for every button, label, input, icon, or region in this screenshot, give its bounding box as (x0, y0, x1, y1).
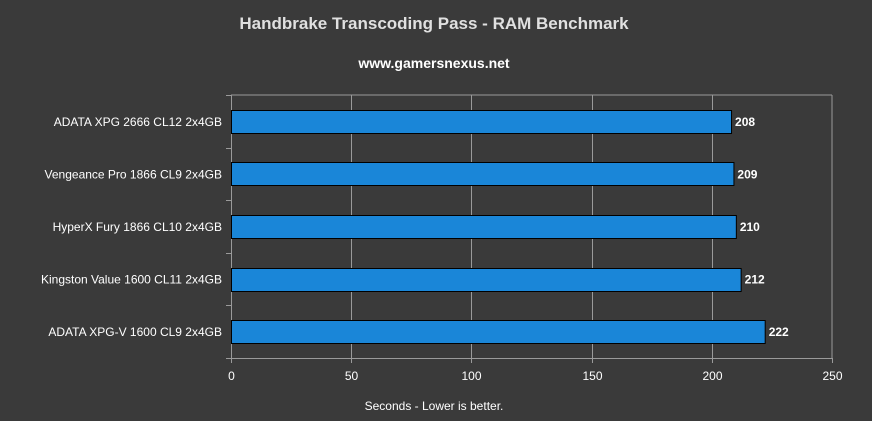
bar-value-label: 209 (737, 167, 757, 181)
bar-value-label: 208 (735, 115, 755, 129)
x-tick-label: 0 (228, 369, 235, 383)
x-tick-label: 200 (702, 369, 722, 383)
category-label: Vengeance Pro 1866 CL9 2x4GB (45, 167, 222, 181)
category-label: HyperX Fury 1866 CL10 2x4GB (53, 220, 222, 234)
category-label: ADATA XPG 2666 CL12 2x4GB (54, 115, 222, 129)
bar-value-label: 222 (769, 325, 789, 339)
bar (231, 215, 737, 239)
x-tick-label: 50 (345, 369, 359, 383)
x-tick-label: 150 (582, 369, 602, 383)
chart-title: Handbrake Transcoding Pass - RAM Benchma… (239, 14, 629, 33)
bar-layer (231, 110, 766, 344)
bar (231, 110, 733, 134)
bar (231, 162, 735, 186)
x-tick-label: 100 (461, 369, 481, 383)
x-axis-label: Seconds - Lower is better. (365, 399, 504, 413)
bar-value-label: 212 (745, 273, 765, 287)
chart-subtitle: www.gamersnexus.net (357, 55, 510, 71)
bar (231, 320, 766, 344)
x-tick-label: 250 (822, 369, 842, 383)
category-label: ADATA XPG-V 1600 CL9 2x4GB (48, 325, 222, 339)
label-layer: 0 50 100 150 200 250 208 ADATA XPG 2666 CL12 2x… (41, 115, 843, 383)
category-label: Kingston Value 1600 CL11 2x4GB (41, 273, 222, 287)
bar-value-label: 210 (740, 220, 760, 234)
bar (231, 268, 742, 292)
